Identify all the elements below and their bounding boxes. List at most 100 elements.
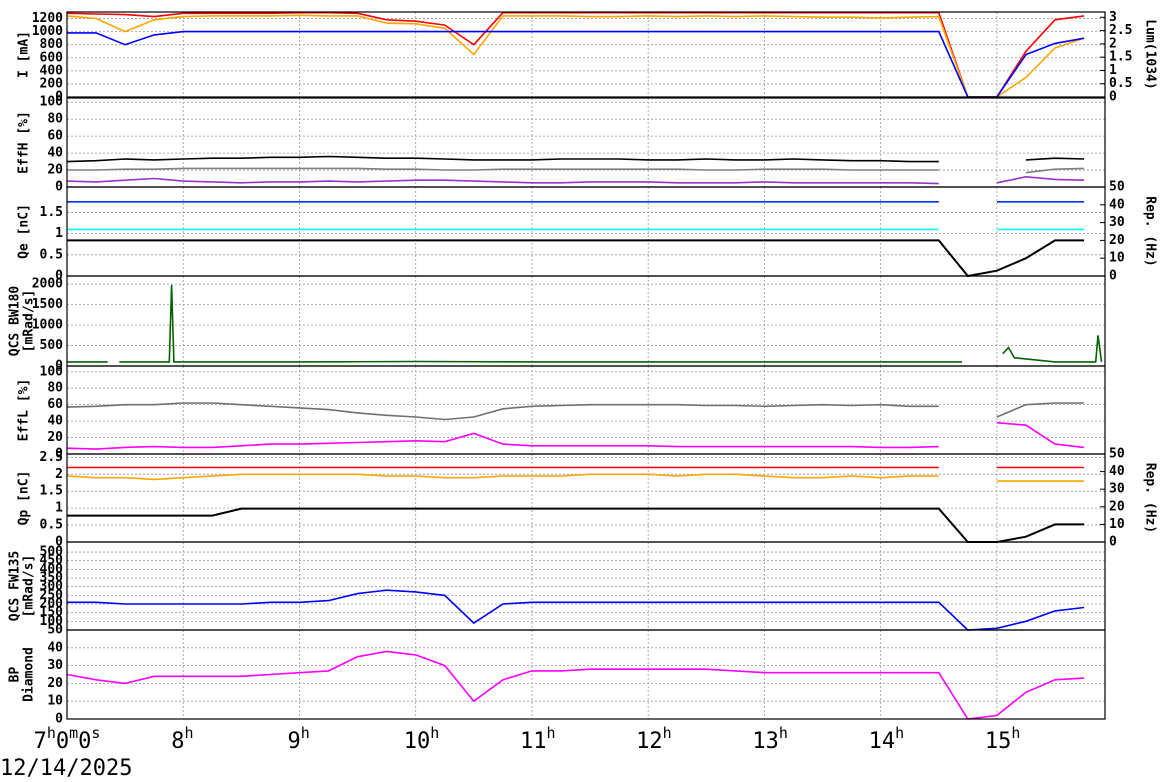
y2-tick-label: 0 xyxy=(1109,269,1117,284)
y2-axis-label: Rep. (Hz) xyxy=(1143,196,1158,266)
y-tick-label: 30 xyxy=(47,658,63,673)
y2-tick-label: 10 xyxy=(1109,517,1125,532)
y2-tick-label: 2.5 xyxy=(1109,23,1132,38)
y-axis-label: Qe [nC] xyxy=(17,204,32,259)
y-axis-label: EffL [%] xyxy=(17,379,32,442)
y-tick-label: 200 xyxy=(40,76,64,91)
y-tick-label: 1500 xyxy=(32,297,63,312)
y2-tick-label: 0 xyxy=(1109,90,1117,105)
x-tick-label: 15h xyxy=(985,724,1021,755)
y-tick-label: 0 xyxy=(55,269,63,284)
series-line xyxy=(66,155,1085,163)
y-tick-label: 0 xyxy=(55,180,63,195)
y-tick-label: 100 xyxy=(40,364,64,379)
panel-frame xyxy=(66,365,1106,455)
y-axis-label: I [mA] xyxy=(17,31,32,78)
x-tick-label: 13h xyxy=(752,724,788,755)
y-tick-label: 400 xyxy=(40,63,64,78)
y-tick-label: 2.5 xyxy=(40,450,63,465)
y2-tick-label: 3 xyxy=(1109,10,1117,25)
y-tick-label: 1000 xyxy=(32,24,63,39)
y-tick-label: 2 xyxy=(55,467,63,482)
panel-frame xyxy=(66,97,1106,188)
series-line xyxy=(67,167,1085,174)
y-tick-label: 40 xyxy=(47,414,63,429)
y2-tick-label: 30 xyxy=(1109,215,1125,230)
y-axis-label: QCS FW135 xyxy=(8,551,23,621)
y-tick-label: 200 xyxy=(40,597,64,612)
y-tick-label: 1000 xyxy=(32,318,63,333)
y-tick-label: 1 xyxy=(55,501,63,516)
y-tick-label: 350 xyxy=(40,571,64,586)
series-line xyxy=(67,239,1085,278)
y-tick-label: 400 xyxy=(40,562,64,577)
series-line xyxy=(66,14,1085,98)
date-label: 12/14/2025 xyxy=(0,756,132,781)
y-tick-label: 0 xyxy=(55,90,63,105)
y2-tick-label: 0 xyxy=(1109,535,1117,550)
y2-tick-label: 40 xyxy=(1109,464,1125,479)
y2-tick-label: 10 xyxy=(1109,251,1125,266)
y-tick-label: 50 xyxy=(47,623,63,638)
y-tick-label: 40 xyxy=(47,146,63,161)
series-line xyxy=(66,650,1085,720)
series-line xyxy=(67,30,1085,98)
y-tick-label: 0 xyxy=(55,535,63,550)
y-tick-label: 60 xyxy=(47,129,63,144)
x-tick-label: 14h xyxy=(869,724,905,755)
y-tick-label: 450 xyxy=(40,553,64,568)
y2-tick-label: 40 xyxy=(1109,197,1125,212)
y-tick-label: 150 xyxy=(40,605,64,620)
y2-tick-label: 2 xyxy=(1109,36,1117,51)
y-tick-label: 1.5 xyxy=(40,484,63,499)
y-tick-label: 20 xyxy=(47,430,63,445)
y-axis-label: [mRad/s] xyxy=(22,290,37,353)
y-axis-label: [mRad/s] xyxy=(22,555,37,618)
panel-frame xyxy=(66,275,1106,367)
y-tick-label: 10 xyxy=(47,694,63,709)
y-tick-label: 500 xyxy=(40,545,64,560)
x-tick-label: 7h0m0s xyxy=(34,724,101,755)
x-tick-label: 11h xyxy=(520,724,556,755)
y2-axis-label: Lum(1034) xyxy=(1143,19,1158,89)
panel-frame xyxy=(66,541,1106,631)
y2-tick-label: 0.5 xyxy=(1109,76,1132,91)
y-axis-label: QCS BW180 xyxy=(8,286,23,357)
panel-frame xyxy=(66,11,1106,98)
x-tick-label: 8h xyxy=(171,724,193,755)
y-tick-label: 0.5 xyxy=(40,247,63,262)
y-tick-label: 0.5 xyxy=(40,518,63,533)
y-tick-label: 2000 xyxy=(32,277,63,292)
y-tick-label: 250 xyxy=(40,588,64,603)
panel-frame xyxy=(66,629,1106,720)
series-line xyxy=(67,284,1103,363)
y2-tick-label: 1.5 xyxy=(1109,50,1132,65)
y-tick-label: 0 xyxy=(55,712,63,727)
y-axis-label: BP xyxy=(8,667,23,683)
y-tick-label: 0 xyxy=(55,447,63,462)
y-axis-label: Diamond xyxy=(22,647,37,702)
y-tick-label: 100 xyxy=(40,95,64,110)
y-tick-label: 20 xyxy=(47,676,63,691)
y2-tick-label: 20 xyxy=(1109,499,1125,514)
y-tick-label: 300 xyxy=(40,579,64,594)
y2-tick-label: 20 xyxy=(1109,233,1125,248)
y-tick-label: 600 xyxy=(40,50,64,65)
series-line xyxy=(67,507,1085,543)
y-axis-label: EffH [%] xyxy=(17,111,32,174)
y-tick-label: 40 xyxy=(47,640,63,655)
y-tick-label: 100 xyxy=(40,614,64,629)
series-line xyxy=(66,175,1085,185)
series-line xyxy=(66,473,1085,482)
y-axis-label: Qp [nC] xyxy=(17,471,32,526)
x-tick-label: 9h xyxy=(287,724,309,755)
y-tick-label: 20 xyxy=(47,163,63,178)
y-tick-label: 80 xyxy=(47,112,63,127)
y-tick-label: 500 xyxy=(40,338,64,353)
y2-tick-label: 50 xyxy=(1109,180,1125,195)
y-tick-label: 0 xyxy=(55,359,63,374)
y-tick-label: 800 xyxy=(40,37,64,52)
y-tick-label: 60 xyxy=(47,397,63,412)
panel-frame xyxy=(66,186,1106,277)
